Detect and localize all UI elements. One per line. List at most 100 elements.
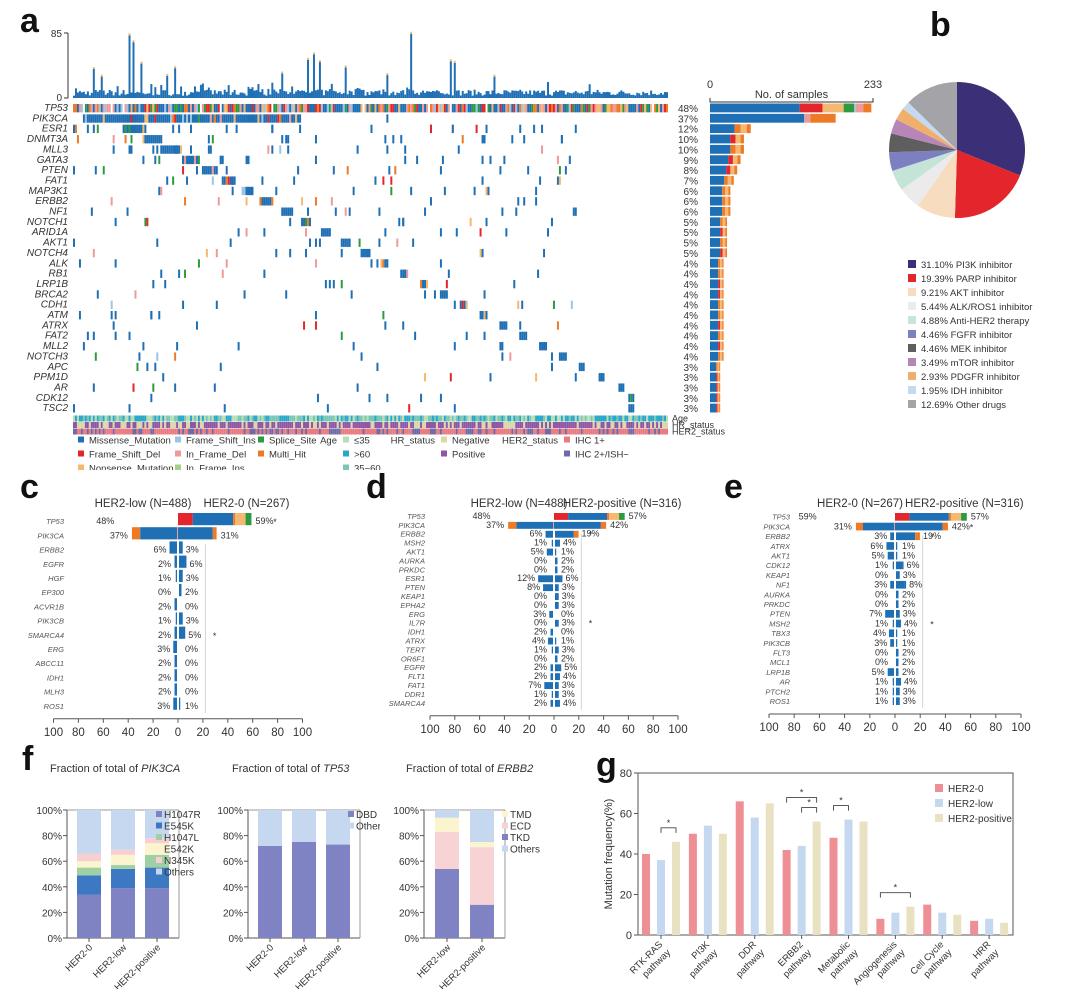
oncoprint-cell [118,114,121,123]
oncoprint-cell [293,104,296,113]
sample-count-bar-segment [722,279,724,289]
left-percent-label: 0% [534,555,547,565]
tmb-bar [624,93,627,98]
pie-legend-swatch [908,274,916,282]
annotation-cell [515,415,518,422]
annotation-cell [469,428,472,435]
gene-frequency-label: 6% [684,197,699,208]
annotation-cell [227,428,230,435]
annotation-cell [265,428,268,435]
oncoprint-cell [261,114,264,123]
oncoprint-cell [140,104,143,113]
legend-label: Nonsense_Mutation [89,464,174,471]
annotation-cell [374,422,377,428]
annotation-cell [229,422,232,428]
oncoprint-cell [570,104,573,113]
right-bar-segment [178,527,213,540]
annotation-cell [654,415,657,422]
annotation-cell [529,422,532,428]
annotation-cell [267,415,270,422]
right-percent-label: 6% [907,560,920,570]
x-tick-label: 40 [122,727,135,739]
oncoprint-cell [225,114,228,123]
left-bar [174,683,177,696]
oncoprint-cell [245,186,248,196]
annotation-cell [358,415,361,422]
oncoprint-cell [346,238,349,247]
tmb-bar [221,94,224,98]
annotation-cell [164,422,167,428]
annotation-cell [259,415,262,422]
annotation-cell [437,415,440,422]
annotation-cell [324,415,327,422]
annotation-cell [237,422,240,428]
pie-slice [908,82,957,150]
annotation-cell [646,422,649,428]
annotation-cell [251,415,254,422]
oncoprint-cell [453,404,456,413]
oncoprint-cell [162,114,165,123]
sample-count-bar-segment [725,227,727,237]
tmb-bar [227,85,230,98]
annotation-cell [344,415,347,422]
tmb-bar [92,68,95,98]
oncoprint-cell [289,248,292,258]
annotation-cell [531,428,534,435]
annotation-cell [326,422,329,428]
annotation-cell [316,422,319,428]
oncoprint-cell [180,114,183,123]
oncoprint-cell [332,279,335,289]
tmb-bar [483,94,486,98]
oncoprint-cell [243,186,246,196]
annotation-cell [213,428,216,435]
oncoprint-cell [251,186,254,196]
gene-label: DNMT3A [27,134,68,145]
oncoprint-cell [332,166,335,175]
oncoprint-cell [525,331,528,341]
annotation-cell [426,428,429,435]
oncoprint-cell [592,104,595,113]
legend-label: Missense_Mutation [89,436,171,447]
gene-frequency-label: 5% [684,218,699,229]
sample-count-bar-segment [725,186,729,196]
annotation-track-label: Age [672,414,688,424]
gene-label: ATRX [770,542,791,551]
oncoprint-cell [386,114,389,123]
right-percent-label: 2% [561,653,574,663]
gene-frequency-label: 4% [684,280,699,291]
oncoprint-cell [92,331,95,341]
oncoprint-cell [73,404,75,413]
tmb-bar [120,93,123,98]
annotation-cell [223,415,226,422]
tmb-bar [247,86,250,98]
y-tick-label: 0 [626,930,632,942]
annotation-cell [332,415,335,422]
left-percent-label: 1% [534,689,547,699]
oncoprint-cell [104,104,107,113]
oncoprint-cell [271,124,274,134]
pie-legend-label: 4.46% MEK inhibitor [921,344,1007,355]
annotation-cell [322,428,325,435]
tmb-bar [644,93,647,98]
oncoprint-cell [541,145,544,154]
pathway-bar [735,801,744,935]
annotation-cell [273,422,276,428]
oncoprint-cell [92,114,95,123]
oncoprint-cell [426,279,429,289]
oncoprint-cell [390,186,393,196]
gene-label: SMARCA4 [28,631,64,640]
pie-legend-swatch [908,330,916,338]
right-bar [555,691,558,698]
annotation-cell [263,428,266,435]
tmb-bar [610,94,613,98]
sample-count-bar-segment [728,196,731,206]
tmb-bar-cap [312,52,315,55]
gene-label: ROS1 [44,702,64,711]
left-bar-segment [553,521,554,529]
gene-frequency-label: 4% [684,321,699,332]
right-bar-segment [607,513,610,520]
annotation-cell [552,428,555,435]
annotation-cell [511,422,514,428]
annotation-cell [120,422,123,428]
gene-label: LRP1B [766,668,790,677]
